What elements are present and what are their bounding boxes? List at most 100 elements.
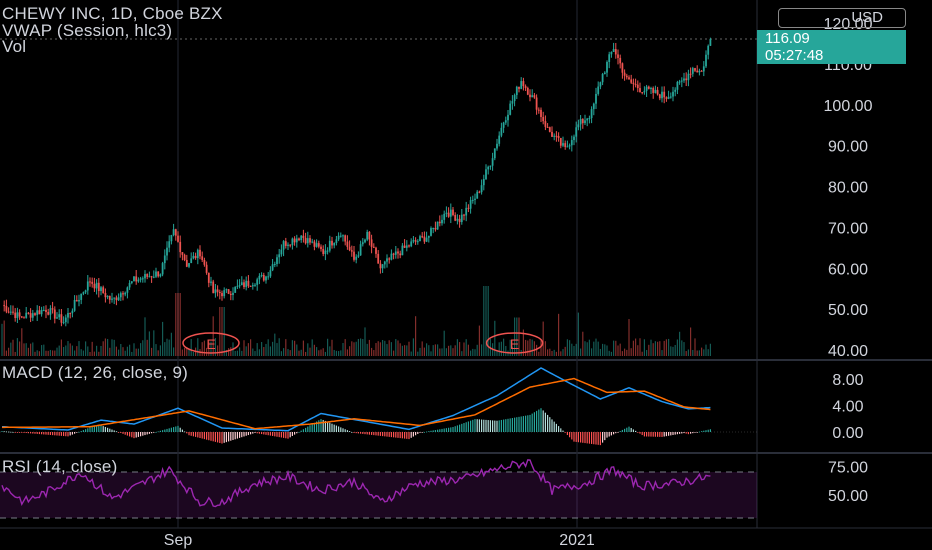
macd-histogram-bar — [76, 432, 78, 433]
candle-body — [511, 101, 514, 104]
earnings-marker-label: E — [206, 336, 215, 352]
rsi-panel[interactable] — [0, 459, 757, 519]
candle-body — [515, 86, 518, 96]
volume-bar — [223, 307, 225, 356]
price-axis[interactable]: 120.00110.00100.0090.0080.0070.0060.0050… — [164, 16, 873, 549]
volume-bar — [401, 345, 403, 356]
macd-histogram-bar — [111, 429, 113, 432]
candle-body — [201, 256, 204, 260]
candle-body — [42, 309, 45, 311]
volume-bar — [307, 343, 309, 356]
candle-body — [628, 77, 630, 80]
macd-histogram-bar — [428, 431, 430, 432]
last-price-label: 116.09 — [765, 30, 810, 47]
macd-histogram-bar — [439, 429, 441, 432]
candle-body — [650, 87, 652, 89]
candle-body — [641, 92, 644, 94]
candle-body — [5, 306, 8, 312]
volume-bar — [335, 350, 337, 356]
macd-histogram-bar — [522, 416, 524, 432]
volume-bar — [265, 343, 267, 356]
candle-body — [392, 253, 395, 255]
candle-body — [623, 72, 626, 76]
macd-histogram-bar — [707, 429, 709, 432]
volume-bar — [287, 349, 289, 356]
volume-bar — [115, 346, 117, 356]
volume-bar — [404, 345, 406, 356]
candle-body — [500, 127, 503, 136]
macd-histogram-bar — [371, 432, 373, 435]
candle-body — [592, 103, 595, 110]
macd-tick-label: 0.00 — [832, 425, 863, 442]
macd-histogram-bar — [327, 421, 329, 432]
volume-bar — [294, 340, 296, 356]
macd-histogram-bar — [584, 432, 586, 444]
candle-body — [20, 316, 23, 318]
countdown-label: 05:27:48 — [765, 47, 824, 64]
vol-legend[interactable]: Vol — [2, 37, 27, 56]
volume-bar — [461, 351, 463, 356]
candle-body — [289, 244, 292, 246]
volume-bar — [709, 343, 711, 356]
volume-bar — [595, 338, 597, 356]
candle-body — [157, 271, 160, 277]
macd-signal-line — [2, 377, 711, 430]
volume-bar — [635, 338, 637, 356]
macd-histogram-bar — [115, 431, 117, 433]
candle-body — [562, 143, 564, 146]
macd-histogram-bar — [87, 428, 89, 432]
macd-histogram-bar — [459, 424, 461, 432]
volume-bar — [516, 317, 518, 356]
volume-bar — [412, 338, 414, 356]
macd-histogram-bar — [709, 429, 711, 432]
macd-histogram-bar — [91, 426, 93, 432]
macd-histogram-bar — [197, 432, 199, 438]
macd-histogram-bar — [525, 415, 527, 432]
volume-bar — [225, 349, 227, 356]
macd-histogram-bar — [454, 426, 456, 432]
volume-bar — [430, 351, 432, 356]
vwap-legend[interactable]: VWAP (Session, hlc3) — [2, 21, 173, 40]
macd-legend[interactable]: MACD (12, 26, close, 9) — [2, 363, 188, 382]
rsi-legend[interactable]: RSI (14, close) — [2, 457, 118, 476]
macd-histogram-bar — [186, 432, 188, 434]
macd-panel[interactable] — [0, 367, 757, 446]
candle-body — [705, 54, 707, 67]
volume-bar — [252, 348, 254, 356]
macd-histogram-bar — [417, 432, 419, 434]
candle-body — [119, 293, 122, 298]
volume-bar — [135, 348, 137, 356]
candle-body — [64, 317, 67, 323]
macd-histogram-bar — [437, 429, 439, 432]
macd-histogram-bar — [544, 412, 546, 432]
macd-histogram-bar — [263, 432, 265, 435]
volume-bar — [452, 348, 454, 356]
macd-histogram-bar — [239, 432, 241, 438]
macd-histogram-bar — [206, 432, 208, 440]
symbol-legend[interactable]: CHEWY INC, 1D, Cboe BZX — [2, 4, 223, 23]
candle-body — [390, 253, 393, 260]
macd-histogram-bar — [690, 432, 692, 434]
volume-bar — [87, 346, 89, 356]
currency-selector[interactable]: USD — [778, 8, 906, 28]
volume-bar — [406, 345, 408, 356]
candle-body — [166, 247, 168, 256]
candle-body — [423, 236, 426, 242]
macd-histogram-bar — [630, 428, 632, 432]
candle-body — [474, 198, 476, 200]
macd-histogram-bar — [25, 432, 27, 434]
volume-bar — [386, 344, 388, 356]
volume-bar — [538, 351, 540, 356]
volume-bar — [485, 286, 487, 356]
volume-bar — [511, 346, 513, 356]
candle-body — [284, 241, 287, 246]
candle-body — [322, 249, 325, 254]
price-tick-label: 40.00 — [828, 343, 868, 360]
macd-histogram-bar — [287, 432, 289, 439]
volume-bar — [142, 340, 144, 356]
volume-bar — [368, 339, 370, 356]
volume-bar — [395, 339, 397, 356]
candle-body — [537, 109, 540, 111]
